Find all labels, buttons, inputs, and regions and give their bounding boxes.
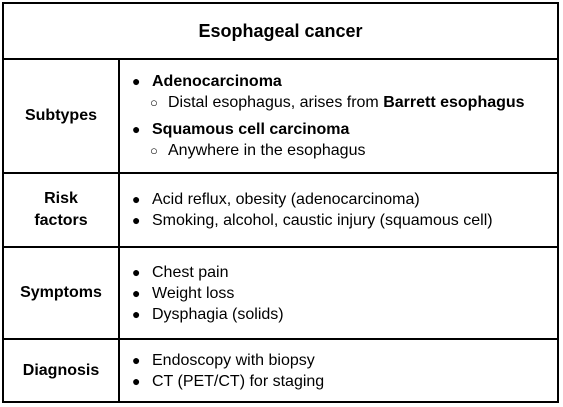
bullet-icon: ● [132, 191, 141, 207]
bullet-icon: ● [132, 263, 141, 280]
bullet-icon: ● [132, 372, 141, 389]
list-item: ● Chest pain [132, 262, 557, 283]
row-symptoms: Symptoms ● Chest pain ● Weight loss ● Dy… [4, 248, 557, 340]
row-label-diagnosis: Diagnosis [4, 340, 120, 401]
risk-label-line2: factors [34, 212, 88, 229]
list-item: ● Endoscopy with biopsy [132, 350, 557, 371]
bullet-icon: ● [132, 284, 141, 301]
row-risk-factors: Risk factors ● Acid reflux, obesity (aden… [4, 174, 557, 248]
list-item: ● Acid reflux, obesity (adenocarcinoma) [132, 189, 557, 210]
adeno-detail: Distal esophagus, arises from Barrett es… [168, 92, 525, 113]
row-content-diagnosis: ● Endoscopy with biopsy ● CT (PET/CT) fo… [120, 340, 557, 401]
risk-item: Smoking, alcohol, caustic injury (squamo… [152, 212, 493, 229]
squamous-detail: Anywhere in the esophagus [168, 142, 366, 159]
list-item: ● Squamous cell carcinoma [132, 119, 557, 140]
symptom-item: Dysphagia (solids) [152, 305, 284, 323]
symptom-item: Weight loss [152, 284, 235, 302]
sub-bullet-icon: ○ [150, 143, 158, 158]
row-label-risk-factors: Risk factors [4, 174, 120, 246]
list-item: ● Dysphagia (solids) [132, 304, 557, 325]
bullet-icon: ● [132, 351, 141, 368]
row-content-subtypes: ● Adenocarcinoma ○ Distal esophagus, ari… [120, 60, 557, 172]
row-content-symptoms: ● Chest pain ● Weight loss ● Dysphagia (… [120, 248, 557, 338]
bullet-icon: ● [132, 121, 141, 137]
diagnosis-item: CT (PET/CT) for staging [152, 372, 325, 390]
risk-item: Acid reflux, obesity (adenocarcinoma) [152, 191, 420, 208]
bullet-icon: ● [132, 212, 141, 228]
row-subtypes: Subtypes ● Adenocarcinoma ○ Distal esoph… [4, 60, 557, 174]
esophageal-cancer-table: Esophageal cancer Subtypes ● Adenocarcin… [2, 2, 559, 403]
adeno-detail-bold: Barrett esophagus [383, 94, 525, 111]
row-label-subtypes: Subtypes [4, 60, 120, 172]
row-content-risk-factors: ● Acid reflux, obesity (adenocarcinoma) … [120, 174, 557, 246]
subtype-squamous: Squamous cell carcinoma [152, 121, 350, 138]
bullet-icon: ● [132, 73, 141, 89]
subtype-adenocarcinoma: Adenocarcinoma [152, 73, 282, 90]
table-title: Esophageal cancer [4, 4, 557, 60]
risk-label-line1: Risk [44, 190, 78, 207]
diagnosis-item: Endoscopy with biopsy [152, 351, 315, 369]
adeno-detail-text: Distal esophagus, arises from [168, 94, 384, 111]
list-item: ● Adenocarcinoma [132, 71, 557, 92]
list-sub-item: ○ Distal esophagus, arises from Barrett … [132, 92, 557, 113]
bullet-icon: ● [132, 305, 141, 322]
row-label-symptoms: Symptoms [4, 248, 120, 338]
row-diagnosis: Diagnosis ● Endoscopy with biopsy ● CT (… [4, 340, 557, 401]
sub-bullet-icon: ○ [150, 95, 158, 110]
list-sub-item: ○ Anywhere in the esophagus [132, 140, 557, 161]
symptom-item: Chest pain [152, 263, 229, 281]
list-item: ● Weight loss [132, 283, 557, 304]
list-item: ● Smoking, alcohol, caustic injury (squa… [132, 210, 557, 231]
list-item: ● CT (PET/CT) for staging [132, 371, 557, 392]
